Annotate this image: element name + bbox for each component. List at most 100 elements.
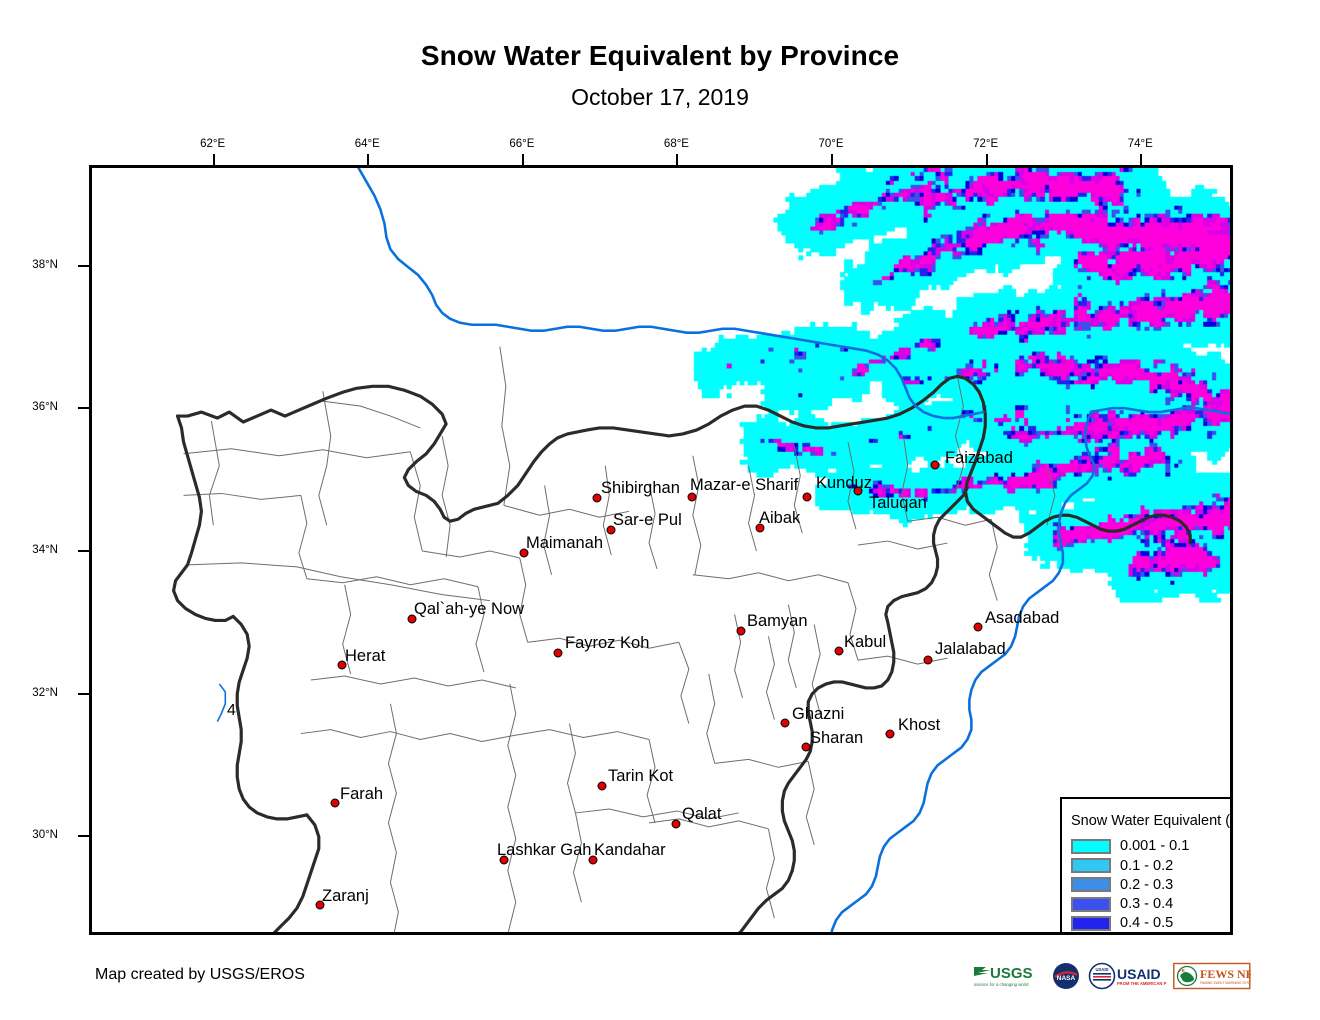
lon-tick-label: 70°E bbox=[818, 138, 844, 150]
agency-logos: USGS science for a changing world NASA U… bbox=[972, 958, 1251, 994]
legend-color-swatch bbox=[1071, 896, 1111, 912]
legend-item: 0.4 - 0.5 bbox=[1071, 914, 1189, 932]
city-marker-dot[interactable] bbox=[330, 798, 340, 808]
lon-tick-mark bbox=[831, 154, 834, 165]
lon-tick-label: 62°E bbox=[200, 138, 226, 150]
city-marker-dot[interactable] bbox=[780, 718, 790, 728]
lon-tick-mark bbox=[367, 154, 370, 165]
city-label: Mazar-e Sharif bbox=[690, 476, 799, 494]
legend-item-label: 0.2 - 0.3 bbox=[1120, 876, 1174, 893]
lat-tick-label: 36°N bbox=[32, 401, 58, 414]
page-subtitle: October 17, 2019 bbox=[571, 84, 749, 110]
legend-item: 0.1 - 0.2 bbox=[1071, 856, 1189, 875]
lon-tick-label: 66°E bbox=[509, 138, 535, 150]
city-label: Khost bbox=[898, 716, 941, 734]
city-marker-dot[interactable] bbox=[801, 742, 811, 752]
svg-text:FROM THE AMERICAN PEOPLE: FROM THE AMERICAN PEOPLE bbox=[1117, 981, 1166, 986]
city-marker-dot[interactable] bbox=[973, 622, 983, 632]
svg-text:USAID: USAID bbox=[1117, 966, 1161, 982]
svg-text:FEWS NET: FEWS NET bbox=[1200, 967, 1251, 981]
city-label: Shibirghan bbox=[601, 479, 680, 497]
city-marker-dot[interactable] bbox=[755, 523, 765, 533]
city-marker-dot[interactable] bbox=[802, 492, 812, 502]
legend-item-label: 0.3 - 0.4 bbox=[1120, 895, 1174, 912]
afghanistan-border bbox=[171, 374, 1192, 932]
city-label: Lashkar Gah bbox=[497, 841, 592, 859]
lat-tick-mark bbox=[78, 407, 89, 410]
city-marker-dot[interactable] bbox=[597, 781, 607, 791]
city-label: Ghazni bbox=[792, 705, 845, 723]
city-marker-dot[interactable] bbox=[588, 855, 598, 865]
city-marker-dot[interactable] bbox=[834, 646, 844, 656]
legend-box: Snow Water Equivalent (meters) 0.001 - 0… bbox=[1060, 797, 1231, 935]
legend-item: 0.3 - 0.4 bbox=[1071, 895, 1189, 914]
lat-tick-mark bbox=[78, 692, 89, 695]
legend-color-swatch bbox=[1071, 839, 1111, 855]
city-label: Taluqan bbox=[869, 494, 927, 512]
legend-color-swatch bbox=[1071, 915, 1111, 931]
city-label: Aibak bbox=[759, 509, 801, 527]
city-label: Tarin Kot bbox=[608, 767, 674, 785]
legend-item-label: 0.4 - 0.5 bbox=[1120, 915, 1174, 932]
city-marker-dot[interactable] bbox=[519, 548, 529, 558]
lon-tick-mark bbox=[985, 154, 988, 165]
legend-item: 0.5 - 0.6 bbox=[1071, 933, 1189, 935]
city-label: Herat bbox=[345, 647, 386, 665]
city-label: Kunduz bbox=[816, 474, 872, 492]
svg-text:FAMINE EARLY WARNING SYSTEMS N: FAMINE EARLY WARNING SYSTEMS NETWORK bbox=[1200, 981, 1251, 985]
lake-hamun bbox=[216, 683, 227, 723]
nasa-logo-mark: NASA bbox=[1053, 963, 1079, 989]
legend-color-swatch bbox=[1071, 877, 1111, 893]
city-marker-dot[interactable] bbox=[315, 900, 325, 910]
city-marker-dot[interactable] bbox=[671, 819, 681, 829]
lat-tick-label: 34°N bbox=[32, 544, 58, 556]
lat-tick-label: 38°N bbox=[32, 258, 58, 271]
svg-text:USGS: USGS bbox=[990, 965, 1033, 982]
svg-text:FE: FE bbox=[1179, 968, 1185, 973]
city-marker-dot[interactable] bbox=[553, 648, 563, 658]
lat-tick-mark bbox=[78, 550, 89, 552]
city-label: Fayroz Koh bbox=[565, 634, 650, 652]
lat-tick-label: 30°N bbox=[32, 829, 58, 842]
city-marker-dot[interactable] bbox=[930, 460, 940, 470]
nasa-logo: NASA bbox=[1051, 959, 1081, 993]
city-label: Bamyan bbox=[747, 612, 808, 630]
city-label: Sharan bbox=[810, 729, 864, 747]
city-marker-dot[interactable] bbox=[687, 492, 697, 502]
stray-map-label: 4 bbox=[227, 702, 236, 719]
usgs-logo: USGS science for a changing world bbox=[972, 959, 1044, 993]
city-marker-dot[interactable] bbox=[499, 855, 509, 865]
lon-tick-mark bbox=[521, 154, 524, 165]
svg-text:science for a changing world: science for a changing world bbox=[974, 982, 1029, 987]
city-marker-dot[interactable] bbox=[885, 729, 895, 739]
city-label: Faizabad bbox=[945, 449, 1013, 467]
city-label: Kabul bbox=[844, 633, 887, 651]
map-vector-layer bbox=[171, 168, 1230, 932]
city-label: Qal`ah-ye Now bbox=[414, 600, 525, 618]
city-label: Farah bbox=[340, 785, 384, 803]
city-marker-dot[interactable] bbox=[592, 493, 602, 503]
usaid-logo: USAID USAID FROM THE AMERICAN PEOPLE bbox=[1088, 959, 1166, 993]
lon-tick-label: 72°E bbox=[973, 138, 999, 150]
city-marker-dot[interactable] bbox=[337, 660, 347, 670]
city-marker-dot[interactable] bbox=[853, 486, 863, 496]
city-marker-dot[interactable] bbox=[606, 525, 616, 535]
fewsnet-logo: FE FEWS NET FAMINE EARLY WARNING SYSTEMS… bbox=[1173, 959, 1251, 993]
legend-color-swatch bbox=[1071, 858, 1111, 874]
province-boundaries bbox=[183, 346, 1056, 932]
city-label: Zaranj bbox=[322, 887, 369, 905]
city-marker-dot[interactable] bbox=[923, 655, 933, 665]
lon-tick-label: 68°E bbox=[663, 138, 689, 150]
legend-title: Snow Water Equivalent (meters) bbox=[1071, 813, 1231, 829]
city-marker-dot[interactable] bbox=[407, 614, 417, 624]
lat-tick-mark bbox=[78, 835, 89, 838]
city-marker-dot[interactable] bbox=[736, 626, 746, 636]
map-canvas[interactable]: 4 Faizabad Kunduz Taluqan Mazar-e Sharif Shi… bbox=[89, 165, 1233, 935]
legend-item-label: 0.1 - 0.2 bbox=[1120, 857, 1174, 874]
usgs-logo-mark: USGS science for a changing world bbox=[974, 965, 1033, 987]
lon-tick-label: 74°E bbox=[1127, 138, 1153, 150]
usaid-logo-mark: USAID USAID FROM THE AMERICAN PEOPLE bbox=[1088, 962, 1166, 990]
lat-tick-label: 32°N bbox=[32, 686, 58, 699]
city-label: Sar-e Pul bbox=[613, 511, 682, 529]
